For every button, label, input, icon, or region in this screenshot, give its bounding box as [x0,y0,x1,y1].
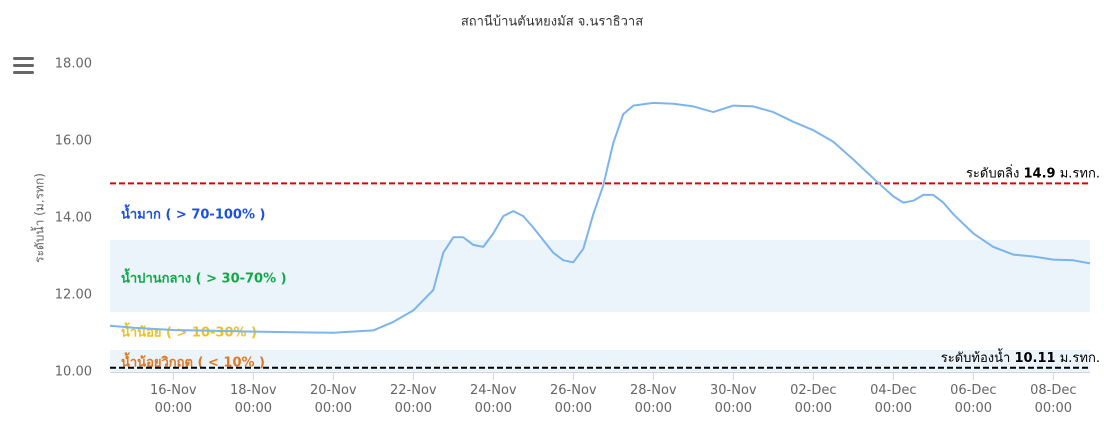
y-tick-label: 12.00 [55,288,92,303]
x-tick-label-line: 00:00 [475,401,512,416]
menu-button[interactable] [13,57,34,74]
zone-label: น้ำมาก ( > 70-100% ) [121,204,265,223]
plot-band [110,239,1090,312]
x-tick-label: 20-Nov 00:00 [310,383,357,416]
y-tick-label: 10.00 [55,365,92,380]
x-tick-label-line: 00:00 [635,401,672,416]
plot-line-prefix: ระดับท้องน้ำ [941,347,1011,365]
plot-line-prefix: ระดับตลิ่ง [966,164,1019,181]
chart-title: สถานีบ้านตันหยงมัส จ.นราธิวาส [461,14,643,30]
y-tick-label: 18.00 [55,57,92,72]
plot-bands [110,239,1090,372]
x-tick-label-line: 18-Nov [230,383,277,398]
plot-line-label: ระดับท้องน้ำ 10.11 ม.รทก. [941,347,1100,365]
y-axis-title: ระดับน้ำ (ม.รทก) [31,173,47,263]
plot-line-suffix: ม.รทก. [1060,166,1100,181]
x-tick-label-line: 00:00 [955,401,992,416]
x-tick-label-line: 06-Dec [950,383,996,398]
x-tick-label-line: 22-Nov [390,383,437,398]
x-tick-label: 16-Nov 00:00 [150,383,197,416]
menu-bar [13,57,34,60]
x-tick-label-line: 00:00 [715,401,752,416]
x-tick-label-line: 00:00 [875,401,912,416]
x-tick-label-line: 28-Nov [630,383,677,398]
y-tick-label: 14.00 [55,211,92,226]
x-tick-label-line: 04-Dec [870,383,916,398]
zone-label: น้ำน้อยวิกฤต ( < 10% ) [121,352,265,371]
x-tick-label-line: 16-Nov [150,383,197,398]
x-tick-label: 04-Dec 00:00 [870,383,916,416]
x-tick-label: 28-Nov 00:00 [630,383,677,416]
plot-band [110,350,1090,372]
x-tick-label: 08-Dec 00:00 [1030,383,1076,416]
menu-bar [13,71,34,74]
x-tick-label-line: 00:00 [395,401,432,416]
x-tick-label: 02-Dec 00:00 [790,383,836,416]
plot-line-suffix: ม.รทก. [1060,350,1100,365]
menu-bar [13,64,34,67]
plot-line-value: 14.9 [1024,166,1056,181]
x-tick-label-line: 24-Nov [470,383,517,398]
x-tick-label: 18-Nov 00:00 [230,383,277,416]
x-tick-label: 30-Nov 00:00 [710,383,757,416]
x-tick-label-line: 00:00 [155,401,192,416]
x-tick-label: 24-Nov 00:00 [470,383,517,416]
series-line [109,101,1091,334]
plot-line-label: ระดับตลิ่ง 14.9 ม.รทก. [966,164,1100,181]
x-tick-label-line: 26-Nov [550,383,597,398]
x-tick-label: 26-Nov 00:00 [550,383,597,416]
x-tick-label-line: 00:00 [315,401,352,416]
x-tick-label-line: 20-Nov [310,383,357,398]
x-tick-label-line: 00:00 [795,401,832,416]
x-tick-label-line: 00:00 [235,401,272,416]
zone-label: น้ำปานกลาง ( > 30-70% ) [121,268,287,287]
x-tick-label: 22-Nov 00:00 [390,383,437,416]
plot-line-value: 10.11 [1014,350,1055,365]
x-tick-label-line: 00:00 [555,401,592,416]
x-tick-label-line: 02-Dec [790,383,836,398]
x-tick-label-line: 00:00 [1035,401,1072,416]
x-tick-label: 06-Dec 00:00 [950,383,996,416]
x-tick-label-line: 08-Dec [1030,383,1076,398]
y-tick-label: 16.00 [55,134,92,149]
x-tick-label-line: 30-Nov [710,383,757,398]
